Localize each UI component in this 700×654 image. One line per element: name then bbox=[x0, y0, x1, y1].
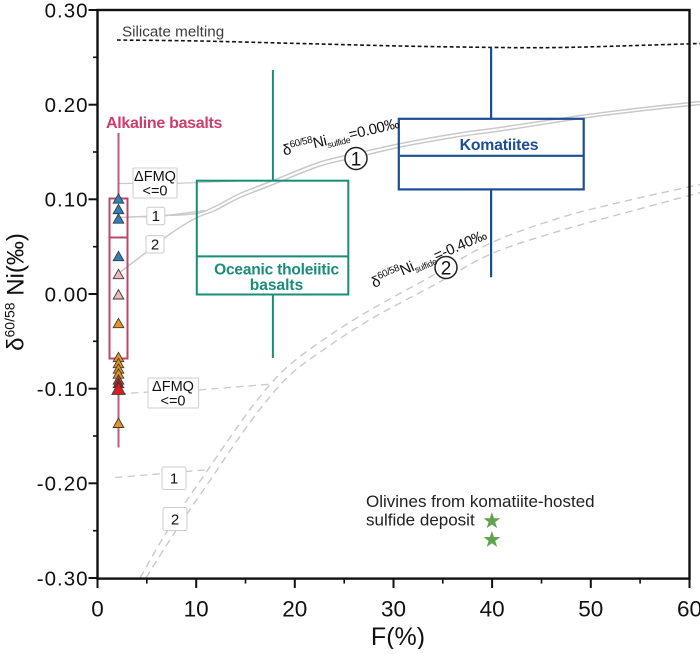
svg-text:60: 60 bbox=[677, 597, 700, 622]
svg-text:ΔFMQ: ΔFMQ bbox=[134, 169, 176, 185]
svg-text:<=0: <=0 bbox=[161, 394, 186, 410]
svg-text:basalts: basalts bbox=[250, 277, 303, 294]
svg-text:F(%): F(%) bbox=[371, 623, 425, 649]
svg-text:2: 2 bbox=[151, 236, 159, 253]
svg-text:20: 20 bbox=[282, 597, 307, 622]
svg-text:Oceanic tholeiitic: Oceanic tholeiitic bbox=[214, 262, 339, 279]
svg-text:1: 1 bbox=[152, 208, 160, 225]
svg-text:Olivines from komatiite-hosted: Olivines from komatiite-hosted bbox=[366, 492, 595, 511]
svg-text:<=0: <=0 bbox=[143, 184, 168, 200]
svg-text:0.20: 0.20 bbox=[45, 94, 89, 117]
svg-text:40: 40 bbox=[480, 597, 505, 622]
svg-text:-0.30: -0.30 bbox=[37, 568, 89, 591]
svg-text:0.30: 0.30 bbox=[45, 0, 89, 23]
svg-text:-0.10: -0.10 bbox=[37, 378, 89, 401]
svg-text:0: 0 bbox=[91, 597, 104, 622]
svg-text:ΔFMQ: ΔFMQ bbox=[152, 379, 194, 395]
svg-text:0.00: 0.00 bbox=[45, 284, 89, 307]
svg-text:sulfide deposit: sulfide deposit bbox=[366, 511, 475, 530]
svg-text:2: 2 bbox=[171, 512, 179, 529]
svg-text:δ60/58 Ni(‰): δ60/58 Ni(‰) bbox=[2, 233, 30, 351]
svg-text:10: 10 bbox=[184, 597, 209, 622]
svg-text:50: 50 bbox=[578, 597, 603, 622]
svg-text:30: 30 bbox=[381, 597, 406, 622]
svg-text:1: 1 bbox=[351, 150, 362, 171]
svg-text:2: 2 bbox=[441, 259, 452, 280]
svg-text:Alkaline basalts: Alkaline basalts bbox=[106, 115, 223, 132]
svg-text:Komatiites: Komatiites bbox=[460, 137, 539, 154]
svg-text:-0.20: -0.20 bbox=[37, 473, 89, 496]
svg-text:Silicate melting: Silicate melting bbox=[122, 24, 224, 41]
svg-text:0.10: 0.10 bbox=[45, 189, 89, 212]
svg-text:1: 1 bbox=[170, 471, 178, 488]
